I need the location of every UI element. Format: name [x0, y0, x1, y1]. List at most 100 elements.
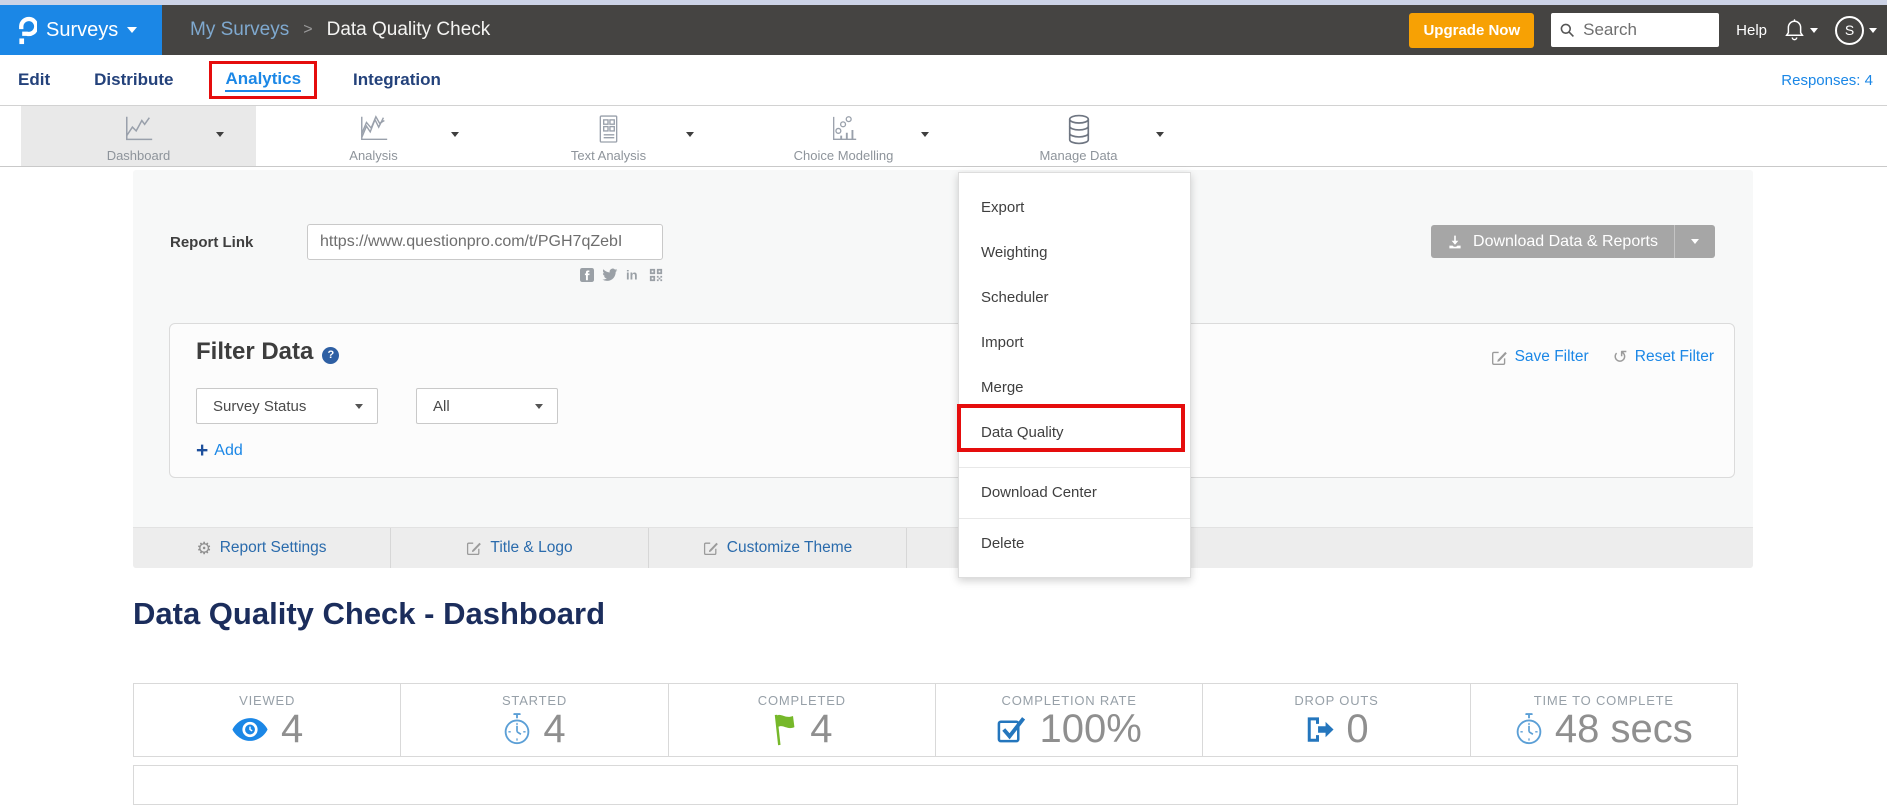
toolbar-item-label: Analysis	[349, 148, 398, 163]
download-button-label: Download Data & Reports	[1473, 232, 1658, 250]
bubble-chart-icon	[829, 111, 859, 147]
stopwatch-icon	[1515, 712, 1543, 746]
filter-data-panel: Filter Data ? Save Filter ↺ Reset Filter	[169, 323, 1735, 478]
svg-text:in: in	[626, 268, 638, 282]
search-input[interactable]	[1581, 19, 1702, 41]
stat-label: TIME TO COMPLETE	[1533, 693, 1674, 708]
toolbar-item-analysis[interactable]: Analysis	[256, 106, 491, 166]
chevron-down-icon[interactable]	[686, 132, 694, 137]
chevron-down-icon	[1869, 27, 1877, 33]
survey-tab-bar: Edit Distribute Analytics Integration Re…	[0, 55, 1887, 105]
stat-value: 100%	[1039, 707, 1142, 751]
stat-label: VIEWED	[239, 693, 296, 708]
account-menu[interactable]: S	[1835, 15, 1877, 45]
help-link[interactable]: Help	[1736, 21, 1767, 39]
stat-viewed: VIEWED 4	[134, 684, 402, 756]
toolbar-item-label: Text Analysis	[570, 148, 647, 163]
menu-item-export[interactable]: Export	[981, 199, 1025, 216]
chevron-down-icon[interactable]	[451, 132, 459, 137]
twitter-icon[interactable]	[602, 268, 618, 282]
chevron-down-icon	[1691, 239, 1699, 244]
chevron-down-icon[interactable]	[216, 132, 224, 137]
breadcrumb-my-surveys[interactable]: My Surveys	[190, 19, 290, 40]
title-logo-label: Title & Logo	[490, 539, 573, 556]
toolbar-item-dashboard[interactable]: Dashboard	[21, 106, 256, 166]
chevron-down-icon[interactable]	[1156, 132, 1164, 137]
edit-pencil-icon	[466, 540, 482, 556]
responses-count[interactable]: Responses: 4	[1781, 71, 1873, 89]
tab-integration[interactable]: Integration	[353, 70, 441, 89]
edit-pencil-icon	[1491, 349, 1508, 366]
help-badge-icon[interactable]: ?	[322, 346, 340, 364]
breadcrumb: My Surveys > Data Quality Check	[190, 19, 490, 41]
add-filter-button[interactable]: + Add	[196, 440, 243, 461]
analytics-highlight-box: Analytics	[209, 61, 318, 99]
chevron-down-icon[interactable]	[921, 132, 929, 137]
top-navigation-bar: Surveys My Surveys > Data Quality Check …	[0, 5, 1887, 55]
menu-item-merge[interactable]: Merge	[981, 379, 1024, 396]
notifications-menu[interactable]	[1784, 18, 1818, 42]
toolbar-item-text-analysis[interactable]: Text Analysis	[491, 106, 726, 166]
toolbar-item-manage-data[interactable]: Manage Data	[961, 106, 1196, 166]
eye-icon	[231, 717, 269, 742]
chevron-down-icon	[535, 403, 543, 409]
menu-divider	[959, 467, 1190, 468]
flag-icon	[771, 712, 798, 746]
manage-data-dropdown-menu: Export Weighting Scheduler Import Merge …	[957, 172, 1191, 578]
menu-item-weighting[interactable]: Weighting	[981, 244, 1048, 261]
breadcrumb-current-survey: Data Quality Check	[326, 19, 491, 40]
gear-icon: ⚙	[196, 538, 212, 558]
save-filter-label: Save Filter	[1514, 348, 1589, 365]
global-search[interactable]	[1551, 13, 1720, 47]
save-filter-button[interactable]: Save Filter	[1491, 348, 1589, 366]
survey-status-select[interactable]: Survey Status	[196, 388, 378, 424]
tab-edit[interactable]: Edit	[18, 70, 51, 89]
stat-label: STARTED	[501, 693, 568, 708]
menu-item-scheduler[interactable]: Scheduler	[981, 289, 1049, 306]
download-data-reports-button[interactable]: Download Data & Reports	[1431, 225, 1715, 258]
line-chart-icon	[123, 111, 155, 147]
customize-theme-label: Customize Theme	[726, 539, 853, 556]
add-filter-label: Add	[214, 441, 243, 459]
product-switcher[interactable]: Surveys	[0, 5, 162, 55]
report-settings-button[interactable]: ⚙ Report Settings	[133, 528, 391, 568]
chevron-down-icon	[127, 27, 138, 33]
menu-item-data-quality[interactable]: Data Quality	[981, 424, 1064, 441]
reset-undo-icon: ↺	[1612, 347, 1628, 367]
menu-item-delete[interactable]: Delete	[981, 535, 1025, 552]
toolbar-item-label: Dashboard	[106, 148, 171, 163]
facebook-icon[interactable]	[580, 268, 594, 282]
analytics-toolbar: Dashboard Analysis Text	[0, 105, 1887, 167]
linkedin-icon[interactable]: in	[626, 268, 641, 282]
toolbar-item-choice-modelling[interactable]: Choice Modelling	[726, 106, 961, 166]
report-settings-strip: ⚙ Report Settings Title & Logo	[133, 527, 1753, 568]
survey-status-value: Survey Status	[213, 397, 307, 415]
stat-label: COMPLETED	[757, 693, 846, 708]
tab-distribute[interactable]: Distribute	[94, 70, 174, 89]
reset-filter-button[interactable]: ↺ Reset Filter	[1613, 348, 1714, 366]
menu-item-download-center[interactable]: Download Center	[981, 484, 1097, 501]
questionpro-logo-icon	[13, 15, 37, 45]
stat-completion-rate: COMPLETION RATE 100%	[936, 684, 1204, 756]
upgrade-now-button[interactable]: Upgrade Now	[1409, 12, 1535, 48]
filter-data-title: Filter Data	[196, 338, 314, 365]
stat-value: 48 secs	[1554, 707, 1693, 751]
avatar: S	[1835, 15, 1864, 45]
customize-theme-button[interactable]: Customize Theme	[649, 528, 907, 568]
filter-value-select[interactable]: All	[416, 388, 558, 424]
stat-value: 0	[1346, 707, 1369, 751]
stat-value: 4	[281, 707, 304, 751]
dashboard-report-panel: Report Link in	[133, 170, 1753, 568]
stat-label: COMPLETION RATE	[1001, 693, 1137, 708]
report-link-input[interactable]	[307, 224, 663, 260]
tab-analytics[interactable]: Analytics	[225, 69, 302, 92]
breadcrumb-separator: >	[303, 21, 313, 38]
menu-item-import[interactable]: Import	[981, 334, 1024, 351]
stat-drop-outs: DROP OUTS 0	[1203, 684, 1471, 756]
download-options-caret[interactable]	[1675, 225, 1715, 258]
search-icon	[1559, 22, 1575, 38]
filter-value: All	[433, 397, 450, 415]
title-logo-button[interactable]: Title & Logo	[391, 528, 649, 568]
qr-code-icon[interactable]	[649, 268, 663, 282]
report-link-label: Report Link	[170, 234, 254, 251]
